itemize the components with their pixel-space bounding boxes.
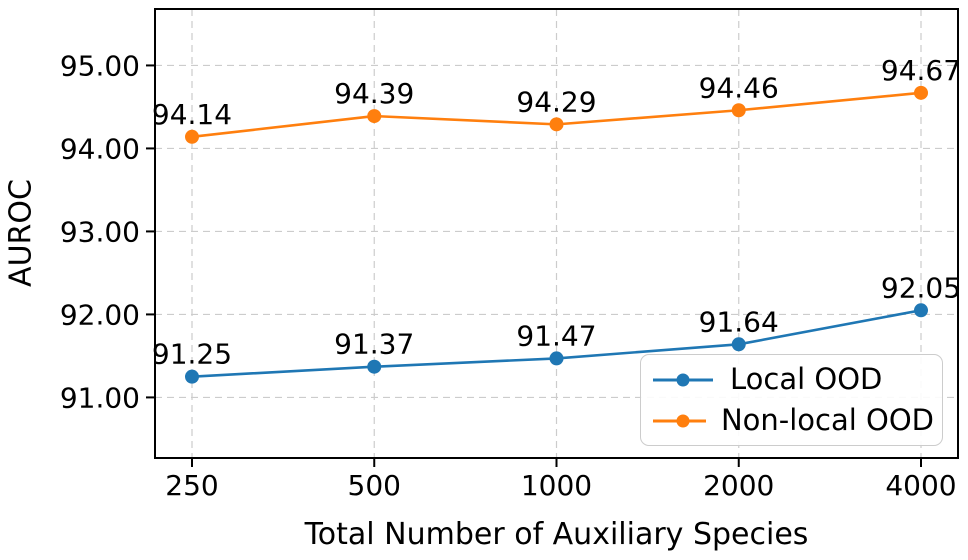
x-tick-label: 250 [165, 469, 218, 502]
data-point-marker [914, 303, 928, 318]
y-tick-label: 93.00 [60, 215, 140, 248]
data-point-marker [549, 117, 564, 132]
data-point-marker [914, 85, 928, 100]
data-point-value-label: 92.05 [881, 271, 961, 304]
data-point-value-label: 94.14 [152, 98, 232, 131]
data-point-value-label: 91.37 [334, 328, 414, 361]
legend-line-marker-icon [653, 414, 706, 427]
y-axis-label: AUROC [3, 179, 39, 287]
x-axis-label: Total Number of Auxiliary Species [304, 517, 809, 552]
data-point-value-label: 94.39 [334, 77, 414, 110]
x-tick-label: 500 [348, 469, 401, 502]
legend-item-non-local-ood: Non-local OOD [651, 406, 934, 435]
y-tick-label: 94.00 [60, 132, 140, 165]
data-point-marker [731, 103, 746, 118]
data-point-value-label: 91.25 [152, 338, 232, 371]
legend-label-local-ood: Local OOD [730, 362, 883, 396]
legend-label-non-local-ood: Non-local OOD [720, 403, 934, 437]
data-point-value-label: 94.46 [699, 71, 779, 104]
data-point-value-label: 91.47 [516, 319, 596, 352]
legend: Local OOD Non-local OOD [640, 354, 943, 446]
data-point-marker [367, 109, 382, 124]
x-tick-label: 4000 [885, 469, 956, 502]
legend-item-local-ood: Local OOD [651, 365, 934, 394]
x-tick-label: 1000 [521, 469, 592, 502]
data-point-value-label: 94.29 [516, 85, 596, 118]
data-point-marker [731, 337, 746, 352]
data-point-marker [185, 129, 199, 144]
x-tick-label: 2000 [703, 469, 774, 502]
data-point-marker [549, 351, 564, 366]
y-tick-label: 91.00 [60, 381, 140, 414]
data-point-value-label: 94.67 [881, 54, 961, 87]
data-point-value-label: 91.64 [699, 305, 779, 338]
data-point-marker [367, 359, 382, 374]
y-tick-label: 92.00 [60, 298, 140, 331]
y-tick-label: 95.00 [60, 49, 140, 82]
legend-line-marker-icon [653, 373, 713, 386]
data-point-marker [185, 369, 199, 384]
